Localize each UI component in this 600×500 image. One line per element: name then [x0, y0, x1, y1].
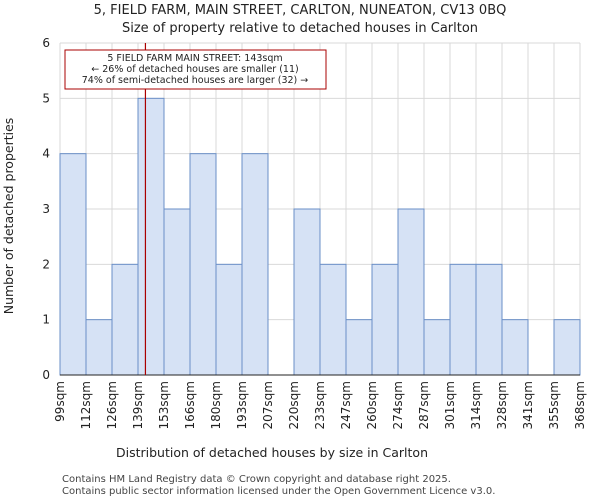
y-tick-label: 3	[42, 202, 50, 216]
histogram-bar	[553, 319, 581, 376]
annotation-frame	[64, 49, 327, 90]
annotation-line-3: 74% of semi-detached houses are larger (…	[82, 75, 309, 86]
chart-title: 5, FIELD FARM, MAIN STREET, CARLTON, NUN…	[94, 3, 507, 18]
y-axis-label: Number of detached properties	[1, 118, 16, 315]
x-tick-labels: 99sqm 112sqm 126sqm 139sqm 153sqm 166sqm 180sq…	[53, 381, 587, 429]
y-tick-label: 6	[42, 36, 50, 50]
x-tick-label: 112sqm	[79, 381, 93, 429]
annotation-line-1: 5 FIELD FARM MAIN STREET: 143sqm	[107, 53, 282, 64]
x-tick-label: 247sqm	[339, 381, 353, 429]
x-tick-label: 355sqm	[547, 381, 561, 429]
x-tick-label: 180sqm	[209, 381, 223, 429]
histogram-bar	[189, 153, 217, 376]
x-tick-label: 328sqm	[495, 381, 509, 429]
y-tick-label: 0	[42, 368, 50, 382]
x-axis-label: Distribution of detached houses by size …	[116, 445, 428, 460]
histogram-bar	[111, 263, 139, 376]
x-tick-label: 139sqm	[131, 381, 145, 429]
histogram-bar	[59, 153, 87, 376]
chart-subtitle: Size of property relative to detached ho…	[122, 21, 478, 36]
y-tick-label: 4	[42, 147, 50, 161]
x-tick-label: 341sqm	[521, 381, 535, 429]
annotation-line-2: ← 26% of detached houses are smaller (11…	[91, 64, 298, 75]
histogram-bar	[371, 263, 399, 376]
x-tick-label: 126sqm	[105, 381, 119, 429]
histogram-bar	[423, 319, 451, 376]
histogram-bar	[449, 263, 477, 376]
annotation-box: 5 FIELD FARM MAIN STREET: 143sqm ← 26% o…	[64, 49, 327, 90]
x-tick-label: 166sqm	[183, 381, 197, 429]
histogram-bar	[475, 263, 503, 376]
y-tick-label: 1	[42, 313, 50, 327]
bars	[59, 97, 581, 376]
histogram-bar	[319, 263, 347, 376]
x-tick-label: 207sqm	[261, 381, 275, 429]
histogram-bar	[241, 153, 269, 376]
histogram-bar	[137, 97, 165, 376]
histogram-bar	[501, 319, 529, 376]
x-tick-label: 220sqm	[287, 381, 301, 429]
x-tick-label: 314sqm	[469, 381, 483, 429]
y-tick-label: 2	[42, 257, 50, 271]
y-tick-label: 5	[42, 91, 50, 105]
y-tick-labels: 0 1 2 3 4 5 6	[42, 36, 50, 382]
x-tick-label: 287sqm	[417, 381, 431, 429]
x-tick-label: 368sqm	[573, 381, 587, 429]
footer-line-2: Contains public sector information licen…	[62, 486, 495, 497]
x-tick-label: 301sqm	[443, 381, 457, 429]
histogram-bar	[345, 319, 373, 376]
x-tick-label: 274sqm	[391, 381, 405, 429]
histogram-bar	[163, 208, 191, 376]
x-tick-label: 260sqm	[365, 381, 379, 429]
x-tick-label: 99sqm	[53, 381, 67, 422]
histogram-bar	[85, 319, 113, 376]
histogram-bar	[397, 208, 425, 376]
x-tick-label: 153sqm	[157, 381, 171, 429]
footer-line-1: Contains HM Land Registry data © Crown c…	[62, 474, 451, 485]
x-tick-label: 193sqm	[235, 381, 249, 429]
histogram-bar	[215, 263, 243, 376]
histogram-bar	[293, 208, 321, 376]
x-tick-label: 233sqm	[313, 381, 327, 429]
